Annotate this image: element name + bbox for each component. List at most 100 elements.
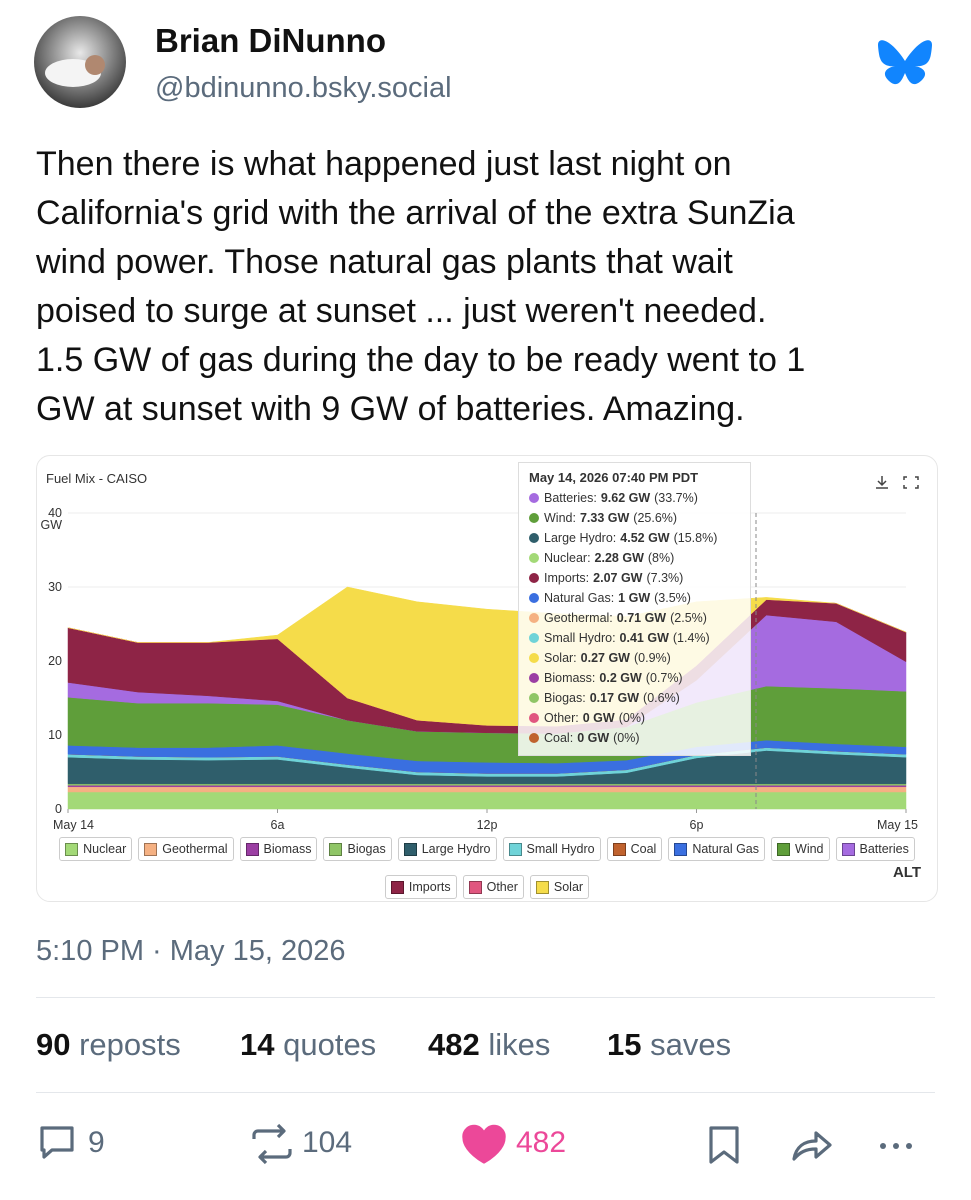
legend-item[interactable]: Solar xyxy=(529,875,590,899)
tooltip-row: Imports: 2.07 GW (7.3%) xyxy=(529,568,740,588)
legend-item[interactable]: Batteries xyxy=(835,837,915,861)
legend-item[interactable]: Imports xyxy=(384,875,457,899)
tooltip-dot xyxy=(529,693,539,703)
legend-item[interactable]: Biomass xyxy=(239,837,318,861)
more-icon[interactable] xyxy=(880,1143,912,1149)
author-name[interactable]: Brian DiNunno xyxy=(155,22,386,59)
stat[interactable]: 482 likes xyxy=(428,1027,550,1063)
tooltip-label: Imports: xyxy=(544,571,590,585)
like-count[interactable]: 482 xyxy=(516,1126,567,1159)
tooltip-value: 0.71 GW xyxy=(616,611,667,625)
legend-label: Small Hydro xyxy=(526,842,595,856)
author-handle[interactable]: @bdinunno.bsky.social xyxy=(155,72,452,104)
stat-label: reposts xyxy=(79,1027,181,1062)
legend-swatch xyxy=(329,842,343,856)
tooltip-row: Nuclear: 2.28 GW (8%) xyxy=(529,548,740,568)
legend-swatch xyxy=(390,880,404,894)
tooltip-value: 1 GW xyxy=(618,591,651,605)
reply-icon[interactable] xyxy=(40,1126,74,1159)
toolbar-icons[interactable] xyxy=(876,476,919,489)
bookmark-icon[interactable] xyxy=(709,1126,739,1164)
divider xyxy=(36,1092,935,1093)
tooltip-share: (0.6%) xyxy=(643,691,680,705)
stat-label: saves xyxy=(650,1027,732,1062)
tooltip-share: (33.7%) xyxy=(654,491,698,505)
tooltip-dot xyxy=(529,733,539,743)
alt-badge[interactable]: ALT xyxy=(886,862,927,883)
share-icon[interactable] xyxy=(792,1131,832,1161)
legend-label: Large Hydro xyxy=(421,842,491,856)
tooltip-label: Solar: xyxy=(544,651,577,665)
tooltip-value: 9.62 GW xyxy=(600,491,651,505)
tooltip-value: 0 GW xyxy=(582,711,615,725)
tooltip-share: (25.6%) xyxy=(633,511,678,525)
repost-icon[interactable] xyxy=(252,1123,292,1165)
legend-swatch xyxy=(468,880,482,894)
tooltip-row: Solar: 0.27 GW (0.9%) xyxy=(529,648,740,668)
tooltip-row: Large Hydro: 4.52 GW (15.8%) xyxy=(529,528,740,548)
tooltip-label: Batteries: xyxy=(544,491,597,505)
tooltip-share: (0.7%) xyxy=(645,671,683,685)
tooltip-share: (0%) xyxy=(613,731,640,745)
tooltip-label: Geothermal: xyxy=(544,611,613,625)
tooltip-row: Natural Gas: 1 GW (3.5%) xyxy=(529,588,740,608)
legend-swatch xyxy=(612,842,626,856)
text-line: Then there is what happened just last ni… xyxy=(36,145,732,183)
legend-item[interactable]: Geothermal xyxy=(138,837,234,861)
tooltip-row: Coal: 0 GW (0%) xyxy=(529,728,740,748)
tooltip-share: (0.9%) xyxy=(633,651,671,665)
legend-label: Batteries xyxy=(859,842,909,856)
avatar[interactable] xyxy=(33,15,128,110)
tooltip-dot xyxy=(529,653,539,663)
like-icon[interactable] xyxy=(462,1124,506,1164)
stat[interactable]: 14 quotes xyxy=(240,1027,376,1063)
legend-item[interactable]: Large Hydro xyxy=(397,837,497,861)
legend-label: Coal xyxy=(630,842,657,856)
stat-count: 14 xyxy=(240,1027,275,1062)
legend-item[interactable]: Coal xyxy=(606,837,663,861)
legend-swatch xyxy=(508,842,522,856)
tooltip-value: 0.27 GW xyxy=(580,651,630,665)
y-tick-label: 20 xyxy=(48,654,62,668)
tooltip-dot xyxy=(529,553,539,563)
tooltip-value: 2.07 GW xyxy=(593,571,643,585)
legend-item[interactable]: Nuclear xyxy=(59,837,133,861)
legend-swatch xyxy=(674,842,688,856)
stat-count: 90 xyxy=(36,1027,71,1062)
reply-count[interactable]: 9 xyxy=(88,1126,105,1159)
legend-label: Other xyxy=(486,880,518,894)
repost-count[interactable]: 104 xyxy=(302,1126,353,1159)
tooltip-dot xyxy=(529,673,539,683)
legend-label: Wind xyxy=(795,842,824,856)
legend-item[interactable]: Biogas xyxy=(323,837,392,861)
tooltip-label: Small Hydro: xyxy=(544,631,616,645)
tooltip-share: (15.8%) xyxy=(673,531,718,545)
stat[interactable]: 15 saves xyxy=(607,1027,731,1063)
stat[interactable]: 90 reposts xyxy=(36,1027,181,1063)
stat-label: quotes xyxy=(283,1027,377,1062)
legend: Nuclear Geothermal Biomass Biogas Large Hydr… xyxy=(45,837,929,899)
legend-item[interactable]: Small Hydro xyxy=(502,837,601,861)
x-tick-label: 12p xyxy=(477,818,498,832)
tooltip-row: Batteries: 9.62 GW (33.7%) xyxy=(529,488,740,508)
legend-swatch xyxy=(841,842,855,856)
legend-item[interactable]: Wind xyxy=(771,837,830,861)
action-icons xyxy=(40,1123,912,1165)
tooltip-row: Other: 0 GW (0%) xyxy=(529,708,740,728)
divider xyxy=(36,997,935,998)
text-line: California's grid with the arrival of th… xyxy=(36,194,795,232)
legend-swatch xyxy=(245,842,259,856)
tooltip-label: Other: xyxy=(544,711,579,725)
legend-item[interactable]: Natural Gas xyxy=(668,837,766,861)
legend-item[interactable]: Other xyxy=(462,875,524,899)
chart-card[interactable]: Fuel Mix - CAISO 0 10 20 30 40 GW May 14 6a 12p 6… xyxy=(36,455,938,902)
legend-label: Imports xyxy=(408,880,451,894)
tooltip-row: Wind: 7.33 GW (25.6%) xyxy=(529,508,740,528)
tooltip-share: (3.5%) xyxy=(654,591,691,605)
tooltip-dot xyxy=(529,633,539,643)
legend-swatch xyxy=(144,842,158,856)
tooltip-label: Coal: xyxy=(544,731,574,745)
x-tick-label: 6a xyxy=(271,818,285,832)
tooltip-dot xyxy=(529,573,539,583)
